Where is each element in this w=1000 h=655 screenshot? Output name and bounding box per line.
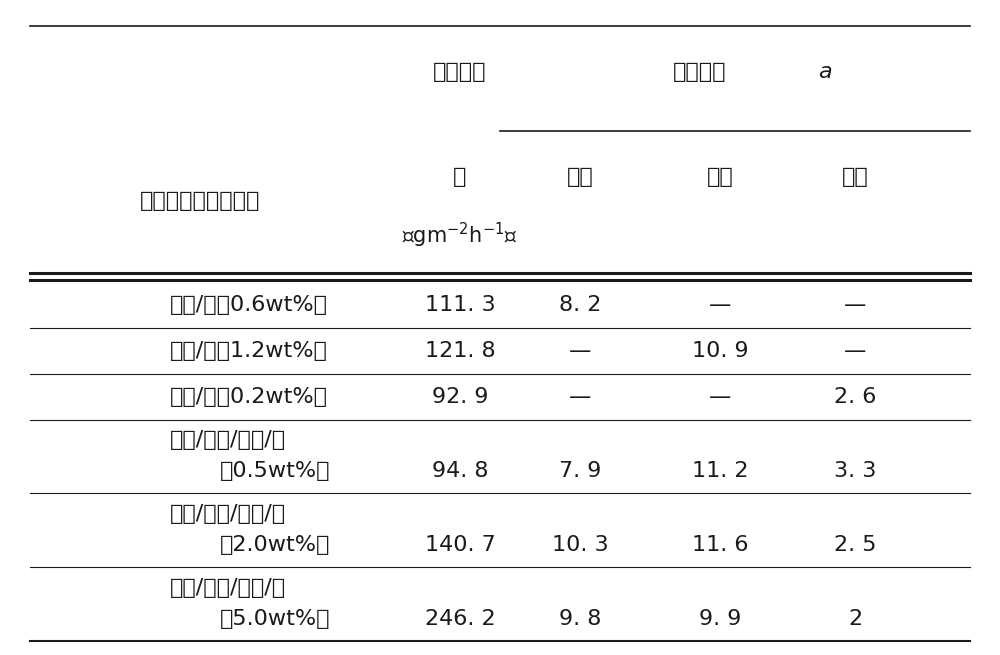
Text: 2. 5: 2. 5 [834, 535, 876, 555]
Text: 94. 8: 94. 8 [432, 461, 488, 481]
Text: a: a [818, 62, 832, 82]
Text: 乙醇: 乙醇 [842, 167, 868, 187]
Text: （2.0wt%）: （2.0wt%） [220, 535, 330, 555]
Text: 进料体系及溶剂浓度: 进料体系及溶剂浓度 [140, 191, 260, 212]
Text: 总渗透通: 总渗透通 [433, 62, 487, 82]
Text: 丙酮/水（0.6wt%）: 丙酮/水（0.6wt%） [170, 295, 328, 314]
Text: 丙酮/丁醇/乙醇/水: 丙酮/丁醇/乙醇/水 [170, 578, 286, 597]
Text: （5.0wt%）: （5.0wt%） [220, 608, 330, 629]
Text: （gm$^{-2}$h$^{-1}$）: （gm$^{-2}$h$^{-1}$） [402, 221, 518, 250]
Text: 丙酮: 丙酮 [567, 167, 593, 187]
Text: 246. 2: 246. 2 [425, 608, 495, 629]
Text: 11. 6: 11. 6 [692, 535, 748, 555]
Text: 121. 8: 121. 8 [425, 341, 495, 361]
Text: （0.5wt%）: （0.5wt%） [220, 461, 330, 481]
Text: —: — [569, 386, 591, 407]
Text: 2: 2 [848, 608, 862, 629]
Text: 分离因子: 分离因子 [673, 62, 727, 82]
Text: 92. 9: 92. 9 [432, 386, 488, 407]
Text: —: — [844, 295, 866, 314]
Text: 9. 9: 9. 9 [699, 608, 741, 629]
Text: —: — [844, 341, 866, 361]
Text: 乙醇/水（0.2wt%）: 乙醇/水（0.2wt%） [170, 386, 328, 407]
Text: 3. 3: 3. 3 [834, 461, 876, 481]
Text: 丁醇: 丁醇 [707, 167, 733, 187]
Text: 111. 3: 111. 3 [425, 295, 495, 314]
Text: —: — [709, 386, 731, 407]
Text: 量: 量 [453, 167, 467, 187]
Text: 丙酮/丁醇/乙醇/水: 丙酮/丁醇/乙醇/水 [170, 430, 286, 451]
Text: 140. 7: 140. 7 [425, 535, 495, 555]
Text: 11. 2: 11. 2 [692, 461, 748, 481]
Text: —: — [569, 341, 591, 361]
Text: 10. 3: 10. 3 [552, 535, 608, 555]
Text: 10. 9: 10. 9 [692, 341, 748, 361]
Text: 丁醇/水（1.2wt%）: 丁醇/水（1.2wt%） [170, 341, 328, 361]
Text: 8. 2: 8. 2 [559, 295, 601, 314]
Text: —: — [709, 295, 731, 314]
Text: 9. 8: 9. 8 [559, 608, 601, 629]
Text: 7. 9: 7. 9 [559, 461, 601, 481]
Text: 丙酮/丁醇/乙醇/水: 丙酮/丁醇/乙醇/水 [170, 504, 286, 524]
Text: 2. 6: 2. 6 [834, 386, 876, 407]
